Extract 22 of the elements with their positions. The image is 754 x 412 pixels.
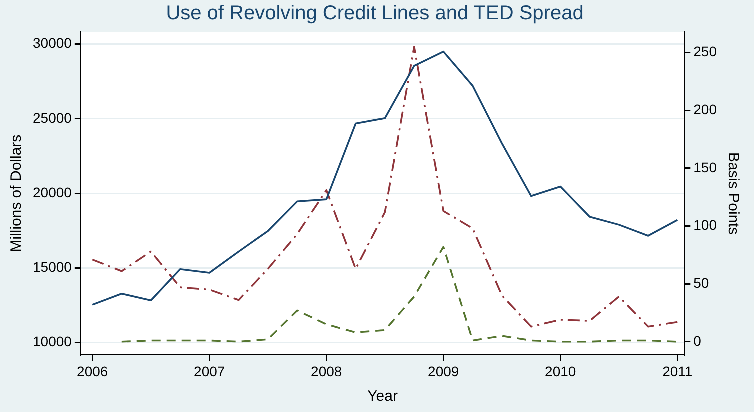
y-tick-label: 10000 xyxy=(32,334,72,350)
y-tick-label: 25000 xyxy=(32,110,72,126)
y-axis-title: Millions of Dollars xyxy=(8,134,26,252)
x-tick-label: 2006 xyxy=(77,363,108,380)
y2-tick-label: 50 xyxy=(694,274,710,291)
y-tick-label: 15000 xyxy=(32,259,72,276)
line-series xyxy=(120,246,679,343)
x-tick-label: 2011 xyxy=(662,363,693,380)
y2-tick-label: 100 xyxy=(694,217,718,234)
y2-tick-label: 250 xyxy=(694,44,718,60)
x-tick-label: 2010 xyxy=(545,363,576,380)
y2-axis-title: Basis Points xyxy=(724,152,742,235)
y2-tick-label: 200 xyxy=(694,101,718,118)
x-axis-title: Year xyxy=(368,388,398,406)
y-tick-label: 20000 xyxy=(32,184,72,200)
y2-tick-label: 150 xyxy=(694,159,718,176)
chart-title: Use of Revolving Credit Lines and TED Spread xyxy=(166,2,584,25)
y2-tick-label: 0 xyxy=(694,332,702,349)
x-tick-label: 2007 xyxy=(194,363,226,380)
y-tick-label: 30000 xyxy=(32,35,72,52)
x-tick-label: 2008 xyxy=(311,363,342,380)
x-tick-label: 2009 xyxy=(428,363,460,380)
